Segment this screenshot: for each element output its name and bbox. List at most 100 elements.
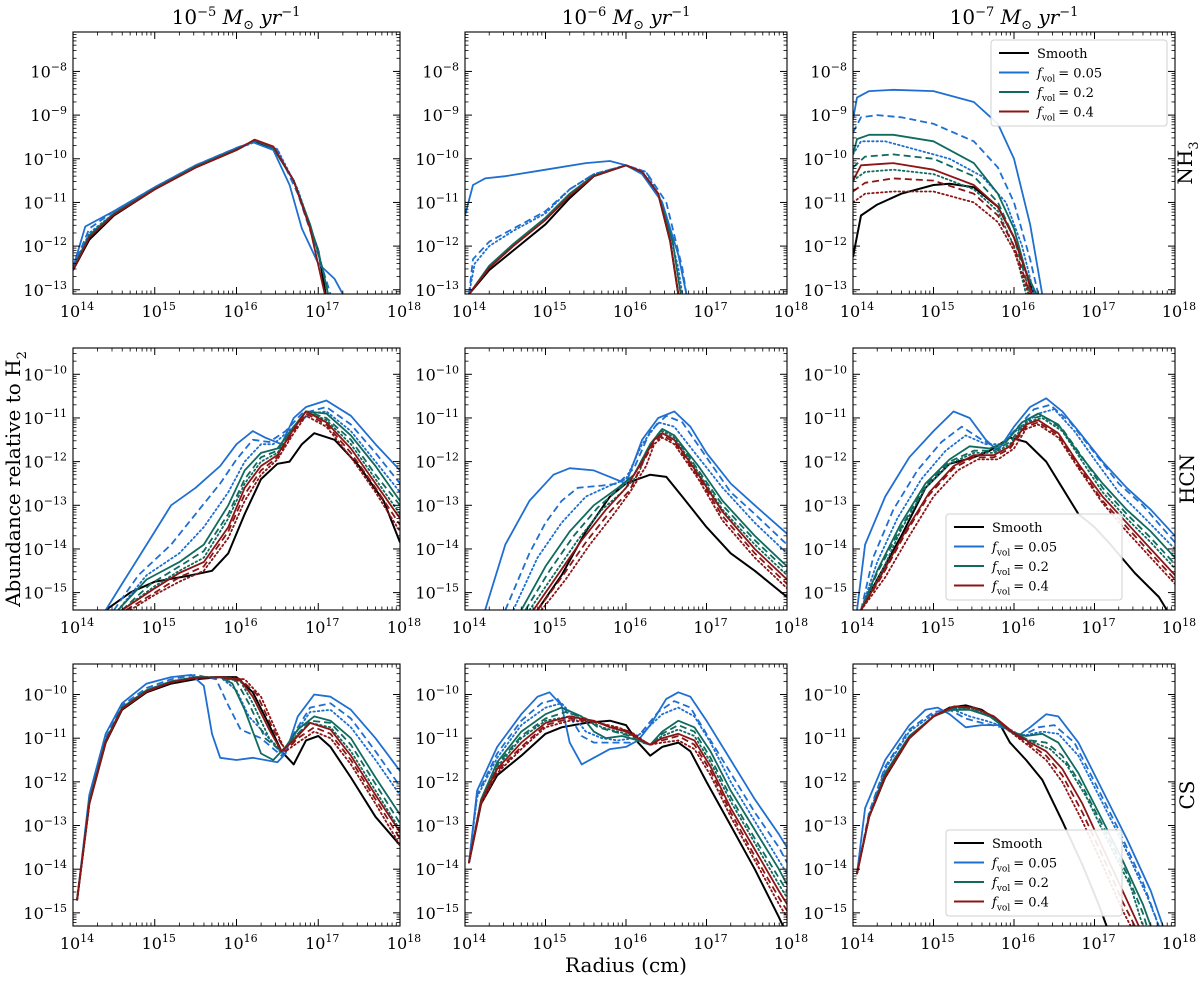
col-title-2-base: 10 bbox=[562, 5, 587, 29]
x-tick-label: 1015 bbox=[142, 300, 176, 321]
curves bbox=[104, 399, 400, 610]
y-tick-label: 10−14 bbox=[23, 858, 67, 879]
curves bbox=[856, 704, 1164, 926]
y-tick-label: 10−12 bbox=[803, 451, 847, 472]
y-tick-label: 10−11 bbox=[23, 407, 67, 428]
y-tick-label: 10−11 bbox=[803, 727, 847, 748]
series-line-f04-solid bbox=[532, 432, 787, 610]
panel-hcn-3: 1014 1015 1016 1017 1018 10−15 10−14 10−13 10−12… bbox=[803, 347, 1196, 637]
col-title-1-unit: yr bbox=[254, 5, 283, 29]
y-tick-label: 10−10 bbox=[415, 363, 459, 384]
series-line-f005-solid bbox=[484, 410, 787, 610]
y-tick-label: 10−13 bbox=[415, 494, 459, 515]
y-tick-label: 10−10 bbox=[23, 684, 67, 705]
y-tick-label: 10−13 bbox=[23, 494, 67, 515]
x-tick-label: 1018 bbox=[387, 616, 421, 637]
series-line-f04-solid bbox=[121, 410, 400, 610]
y-tick-label: 10−12 bbox=[415, 771, 459, 792]
series-line-f04-dashed bbox=[468, 717, 787, 912]
legend-label-f005: fvol = 0.05 bbox=[991, 857, 1057, 875]
series-line-f02-dotted bbox=[528, 430, 787, 610]
col-title-1-base: 10 bbox=[172, 5, 197, 29]
series-line-f04-dotted bbox=[856, 705, 1132, 926]
legend-label-f04: fvol = 0.4 bbox=[1036, 106, 1094, 124]
col-title-3-sun: ⊙ bbox=[1021, 18, 1032, 33]
col-title-1-rest: M bbox=[216, 5, 243, 29]
series-line-f04-dotted bbox=[853, 190, 1030, 294]
series-line-f02-solid bbox=[468, 706, 787, 885]
col-title-3-base: 10 bbox=[950, 5, 975, 29]
col-title-2-exp: −6 bbox=[587, 5, 606, 20]
x-axis-label: Radius (cm) bbox=[565, 953, 687, 977]
y-tick-label: 10−14 bbox=[415, 538, 459, 559]
plot-frame bbox=[464, 31, 788, 295]
y-tick-label: 10−13 bbox=[803, 494, 847, 515]
y-tick-label: 10−14 bbox=[415, 858, 459, 879]
series-line-f04-dotted bbox=[860, 423, 1175, 610]
legend-label-f02: fvol = 0.2 bbox=[1036, 86, 1094, 104]
legend-label-f005: fvol = 0.05 bbox=[991, 541, 1057, 559]
panel-cs-2: 1014 1015 1016 1017 1018 10−15 10−14 10−13 10−12… bbox=[415, 663, 808, 953]
x-tick-label: 1014 bbox=[60, 300, 94, 321]
y-tick-label: 10−13 bbox=[415, 279, 459, 300]
y-tick-label: 10−11 bbox=[23, 191, 67, 212]
col-title-2-unit: yr bbox=[644, 5, 673, 29]
x-tick-label: 1015 bbox=[920, 932, 954, 953]
x-tick-label: 1018 bbox=[1162, 300, 1196, 321]
curves bbox=[468, 691, 787, 926]
series-line-f005-dotted bbox=[853, 140, 1035, 294]
x-tick-label: 1014 bbox=[452, 616, 486, 637]
curves bbox=[465, 160, 688, 294]
x-tick-label: 1015 bbox=[532, 300, 566, 321]
curves bbox=[76, 674, 400, 901]
legend-label-f02: fvol = 0.2 bbox=[991, 876, 1049, 894]
legend-label-f02: fvol = 0.2 bbox=[991, 560, 1049, 578]
y-tick-label: 10−14 bbox=[803, 858, 847, 879]
series-line-f005-dashed bbox=[113, 406, 400, 610]
legend-label-smooth: Smooth bbox=[992, 521, 1043, 536]
y-tick-label: 10−12 bbox=[803, 771, 847, 792]
x-tick-label: 1017 bbox=[1081, 932, 1115, 953]
x-tick-label: 1014 bbox=[840, 300, 874, 321]
legend-label-f04: fvol = 0.4 bbox=[991, 580, 1049, 598]
x-tick-label: 1015 bbox=[142, 932, 176, 953]
series-line-f005-solid bbox=[76, 674, 400, 900]
x-tick-label: 1018 bbox=[774, 300, 808, 321]
series-line-f005-solid bbox=[73, 141, 344, 294]
x-tick-label: 1016 bbox=[223, 616, 257, 637]
y-tick-label: 10−8 bbox=[30, 60, 67, 81]
y-tick-label: 10−11 bbox=[803, 191, 847, 212]
series-line-f04-dotted bbox=[76, 676, 400, 901]
series-line-f005-dashed bbox=[468, 698, 787, 864]
y-axis-label-sub: 2 bbox=[15, 351, 30, 359]
series-line-f02-dashed bbox=[121, 410, 400, 610]
row-label-hcn-main: HCN bbox=[1175, 454, 1199, 504]
x-tick-label: 1014 bbox=[840, 932, 874, 953]
panel-cs-1: 1014 1015 1016 1017 1018 10−15 10−14 10−13 10−12… bbox=[23, 663, 421, 953]
series-line-f04-dashed bbox=[853, 177, 1031, 294]
x-tick-label: 1018 bbox=[774, 616, 808, 637]
panels: 1014 1015 1016 1017 1018 10−13 10−12 10−11 10−10… bbox=[23, 31, 1196, 953]
series-line-f04-dashed bbox=[536, 434, 787, 610]
col-title-2-rest: M bbox=[606, 5, 633, 29]
panel-hcn-1: 1014 1015 1016 1017 1018 10−15 10−14 10−13 10−12… bbox=[23, 347, 421, 637]
y-tick-label: 10−13 bbox=[415, 815, 459, 836]
series-line-f02-dashed bbox=[468, 711, 787, 892]
x-tick-label: 1015 bbox=[920, 616, 954, 637]
x-tick-label: 1015 bbox=[142, 616, 176, 637]
col-title-3: 10−7 M⊙ yr−1 bbox=[950, 5, 1079, 33]
series-line-f005-dotted bbox=[468, 702, 787, 875]
panel-cs-3: 1014 1015 1016 1017 1018 10−15 10−14 10−13 10−12… bbox=[803, 663, 1196, 953]
plot-frame bbox=[72, 347, 401, 611]
x-tick-label: 1015 bbox=[532, 616, 566, 637]
curves bbox=[73, 138, 344, 294]
y-tick-label: 10−12 bbox=[23, 235, 67, 256]
y-tick-label: 10−15 bbox=[803, 902, 847, 923]
col-title-1: 10−5 M⊙ yr−1 bbox=[172, 5, 301, 33]
series-line-f04-solid bbox=[73, 138, 326, 294]
series-line-f02-solid bbox=[860, 412, 1175, 610]
row-label-nh3-sub: 3 bbox=[1187, 141, 1200, 149]
y-tick-label: 10−10 bbox=[803, 363, 847, 384]
